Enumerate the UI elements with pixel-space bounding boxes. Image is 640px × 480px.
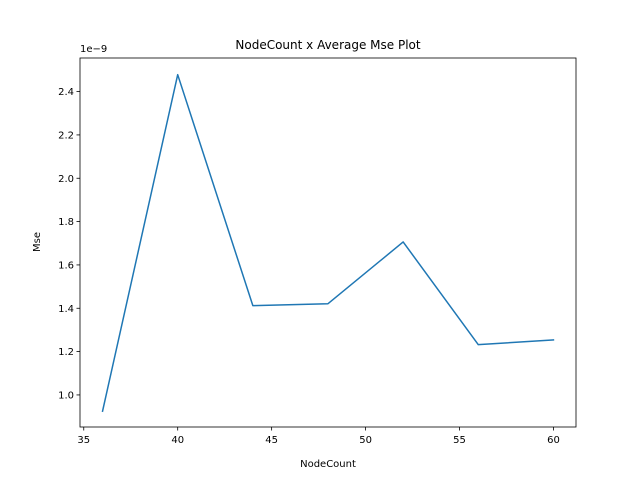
x-tick-label: 45 [265, 435, 278, 446]
y-tick-label: 1.8 [58, 217, 74, 228]
y-tick-label: 1.0 [58, 390, 74, 401]
x-tick-label: 35 [77, 435, 90, 446]
axes-frame [79, 57, 577, 428]
chart-title: NodeCount x Average Mse Plot [235, 38, 420, 52]
x-axis-label: NodeCount [300, 459, 356, 470]
y-tick-label: 2.2 [58, 130, 74, 141]
y-tick-label: 2.4 [58, 87, 74, 98]
y-tick-label: 1.2 [58, 347, 74, 358]
y-axis-label: Mse [32, 232, 43, 252]
x-axis-ticks: 35 40 45 50 55 60 [77, 427, 560, 446]
series-line [101, 73, 555, 413]
x-tick-label: 40 [171, 435, 184, 446]
plot-area [101, 73, 555, 413]
x-tick-label: 60 [547, 435, 560, 446]
y-axis-ticks: 1.0 1.2 1.4 1.6 1.8 2.0 2.2 2.4 [58, 87, 80, 401]
y-tick-label: 2.0 [58, 174, 74, 185]
y-tick-label: 1.4 [58, 304, 74, 315]
x-tick-label: 55 [453, 435, 466, 446]
x-tick-label: 50 [359, 435, 372, 446]
y-tick-label: 1.6 [58, 260, 74, 271]
y-axis-offset-label: 1e−9 [80, 44, 107, 55]
